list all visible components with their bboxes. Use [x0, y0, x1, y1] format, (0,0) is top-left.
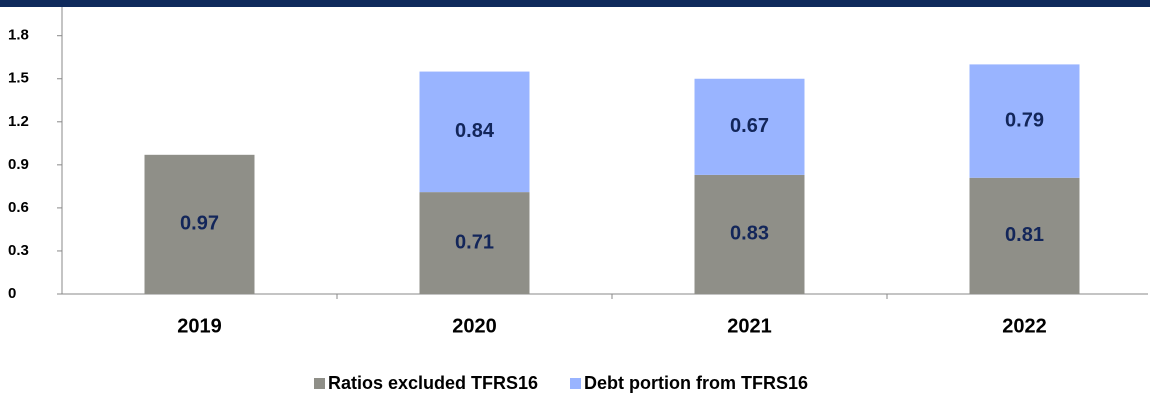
bar [144, 154, 255, 294]
y-tick-label: 0.3 [8, 242, 29, 259]
y-tick-label: 0.6 [8, 199, 29, 216]
bar [969, 64, 1080, 178]
bar [694, 174, 805, 294]
value-label: 0.97 [180, 213, 219, 235]
value-label: 0.67 [730, 115, 769, 137]
value-label: 0.79 [1005, 109, 1044, 131]
value-label: 0.84 [455, 120, 495, 142]
y-tick-label: 0.9 [8, 156, 29, 173]
x-tick-label: 2020 [452, 315, 497, 337]
bar [419, 71, 530, 193]
x-tick-label: 2021 [727, 315, 772, 337]
legend-swatch [570, 378, 581, 389]
legend-label: Debt portion from TFRS16 [584, 373, 808, 393]
x-tick-label: 2022 [1002, 315, 1047, 337]
bar [419, 192, 530, 294]
bar [694, 78, 805, 175]
x-tick-label: 2019 [177, 315, 222, 337]
value-label: 0.83 [730, 223, 769, 245]
y-tick-label: 0 [8, 285, 16, 302]
y-tick-label: 1.5 [8, 70, 29, 87]
y-tick-label: 1.2 [8, 113, 29, 130]
value-label: 0.71 [455, 231, 494, 253]
top-band [0, 0, 1150, 7]
y-tick-label: 1.8 [8, 27, 29, 44]
legend-swatch [314, 378, 325, 389]
legend-label: Ratios excluded TFRS16 [328, 373, 538, 393]
bar [969, 177, 1080, 294]
value-label: 0.81 [1005, 224, 1044, 246]
